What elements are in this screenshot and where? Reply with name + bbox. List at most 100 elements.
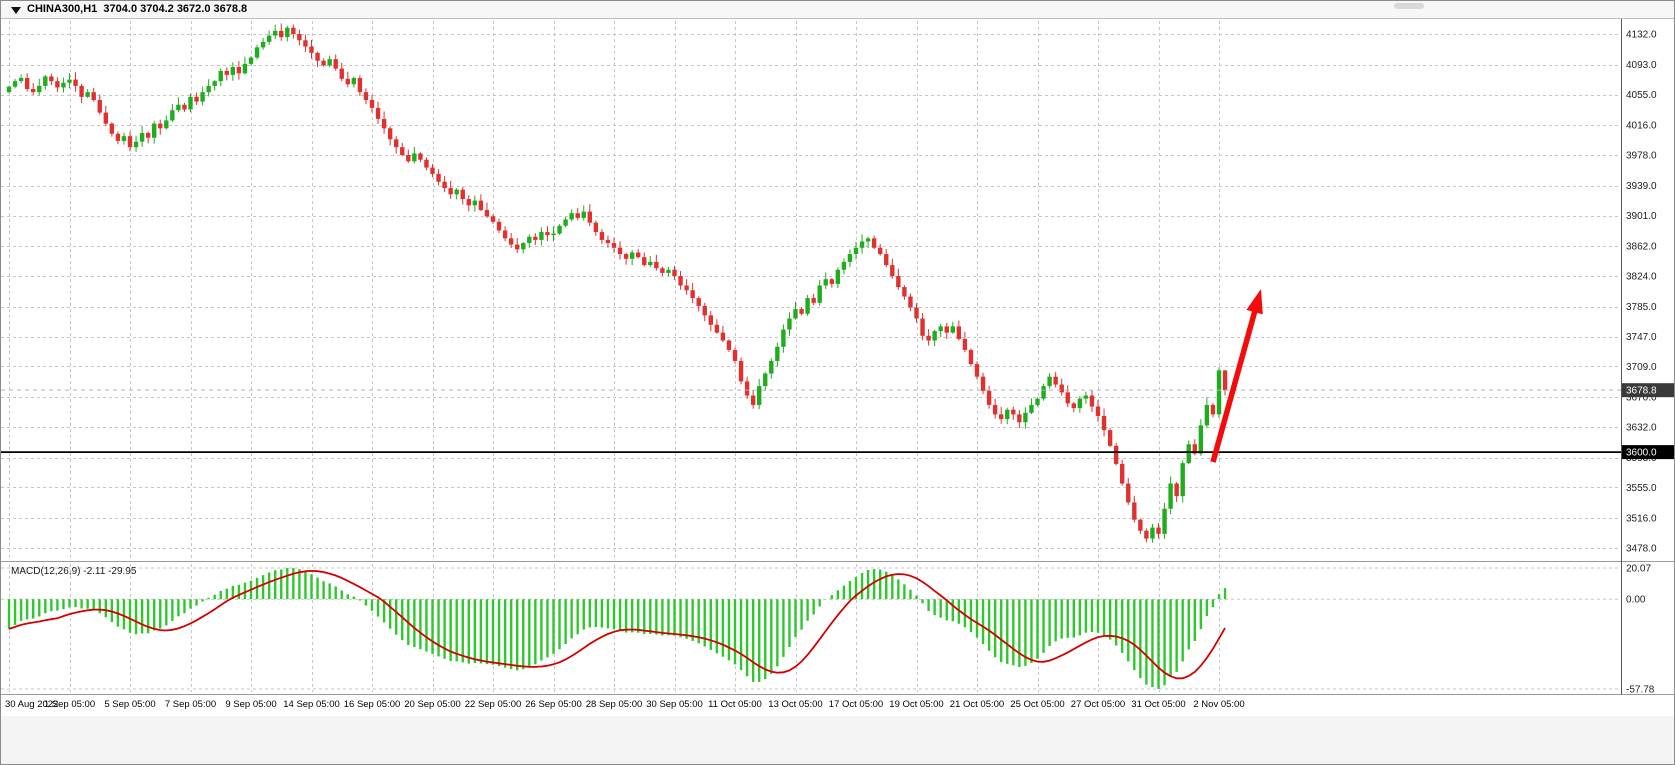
candle-body <box>1186 444 1191 464</box>
candle-body <box>484 210 490 217</box>
candle-body <box>351 78 357 85</box>
candle-body <box>260 41 266 48</box>
candle-body <box>6 86 12 93</box>
candle-body <box>660 268 665 273</box>
candle-body <box>103 112 108 124</box>
candle-body <box>847 254 853 262</box>
candle-body <box>508 238 514 245</box>
candle-body <box>672 269 677 277</box>
candle-body <box>12 81 18 87</box>
macd-indicator-label: MACD(12,26,9) -2.11 -29.95 <box>11 566 137 577</box>
candle-body <box>890 265 895 277</box>
candle-body <box>696 298 701 306</box>
candle-body <box>1107 430 1113 446</box>
candle-body <box>1053 376 1058 385</box>
candle-body <box>1005 409 1010 420</box>
candle-body <box>865 238 871 242</box>
price-axis-label: 4055.0 <box>1626 90 1657 101</box>
candle-body <box>1035 398 1040 405</box>
candle-body <box>575 213 580 218</box>
candle-body <box>581 211 586 218</box>
candle-body <box>702 305 707 316</box>
candles <box>6 23 1228 543</box>
macd-axis-label: -57.78 <box>1626 685 1655 696</box>
bid-price-badge: 3678.8 <box>1622 383 1674 398</box>
candle-body <box>1071 403 1076 409</box>
candle-body <box>678 276 683 286</box>
candle-body <box>684 285 689 291</box>
time-axis-label: 25 Oct 05:00 <box>1010 699 1064 710</box>
candle-body <box>478 200 484 211</box>
candle-body <box>1059 384 1064 393</box>
candle-body <box>902 287 907 297</box>
candle-body <box>321 60 326 66</box>
price-axis-label: 3670.0 <box>1626 393 1657 404</box>
time-axis-label: 16 Sep 05:00 <box>344 699 401 710</box>
candle-body <box>557 225 562 234</box>
candle-body <box>654 261 659 269</box>
chart-header-bar: CHINA300,H1 3704.0 3704.2 3672.0 3678.8 <box>1 1 1674 19</box>
candle-body <box>841 261 847 270</box>
candle-body <box>629 252 635 259</box>
symbol-dropdown-icon[interactable] <box>11 7 21 14</box>
candle-body <box>1192 444 1197 454</box>
candle-body <box>224 70 229 75</box>
candle-body <box>563 219 568 226</box>
macd-axis-label: 20.07 <box>1626 564 1651 575</box>
candle-body <box>793 309 798 319</box>
candle-body <box>176 104 181 111</box>
candle-body <box>273 30 278 36</box>
macd-axis-label: 0.00 <box>1626 595 1646 606</box>
candle-body <box>357 78 363 93</box>
candle-body <box>200 92 205 102</box>
candle-body <box>781 329 786 347</box>
price-axis-label: 3824.0 <box>1626 272 1657 283</box>
candle-body <box>805 298 810 314</box>
candle-body <box>18 78 24 82</box>
candle-body <box>744 381 750 396</box>
time-axis-label: 26 Sep 05:00 <box>525 699 582 710</box>
candle-body <box>539 232 544 240</box>
chart-title: CHINA300,H1 3704.0 3704.2 3672.0 3678.8 <box>27 3 248 15</box>
candle-body <box>1168 483 1173 509</box>
candle-body <box>871 238 877 248</box>
candle-body <box>496 221 502 231</box>
price-axis-label: 3478.0 <box>1626 544 1657 555</box>
candle-body <box>992 404 998 415</box>
candle-body <box>145 133 151 138</box>
candle-body <box>920 318 925 336</box>
candle-body <box>502 230 508 239</box>
candle-body <box>97 100 102 113</box>
trend-arrow-object[interactable] <box>1210 289 1263 463</box>
price-axis-label: 4093.0 <box>1626 60 1657 71</box>
time-axis-label: 22 Sep 05:00 <box>465 699 522 710</box>
price-axis-label: 3901.0 <box>1626 211 1657 222</box>
candle-body <box>896 276 901 288</box>
candle-body <box>1065 392 1070 404</box>
candle-body <box>956 326 962 339</box>
time-axis-label: 5 Sep 05:00 <box>104 699 155 710</box>
candle-body <box>466 199 471 206</box>
time-axis-label: 21 Oct 05:00 <box>950 699 1004 710</box>
time-axis-label: 20 Sep 05:00 <box>404 699 461 710</box>
time-axis-label: 30 Sep 05:00 <box>646 699 703 710</box>
candle-body <box>763 373 768 387</box>
candle-body <box>617 247 623 255</box>
candle-body <box>593 222 599 233</box>
candle-body <box>109 123 115 134</box>
svg-text:3678.8: 3678.8 <box>1626 386 1657 397</box>
candle-body <box>1162 508 1167 534</box>
candle-body <box>297 34 302 41</box>
candle-body <box>944 326 949 333</box>
candle-body <box>527 236 532 244</box>
candle-body <box>291 27 296 34</box>
bottom-panel <box>1 716 1674 764</box>
time-axis-label: 1 Sep 05:00 <box>44 699 95 710</box>
candle-body <box>1120 463 1125 484</box>
candle-body <box>775 346 780 361</box>
candle-body <box>454 189 459 195</box>
price-axis-label: 3555.0 <box>1626 483 1657 494</box>
candle-body <box>1083 395 1089 399</box>
price-axis-label: 3709.0 <box>1626 362 1657 373</box>
candle-body <box>170 110 175 121</box>
